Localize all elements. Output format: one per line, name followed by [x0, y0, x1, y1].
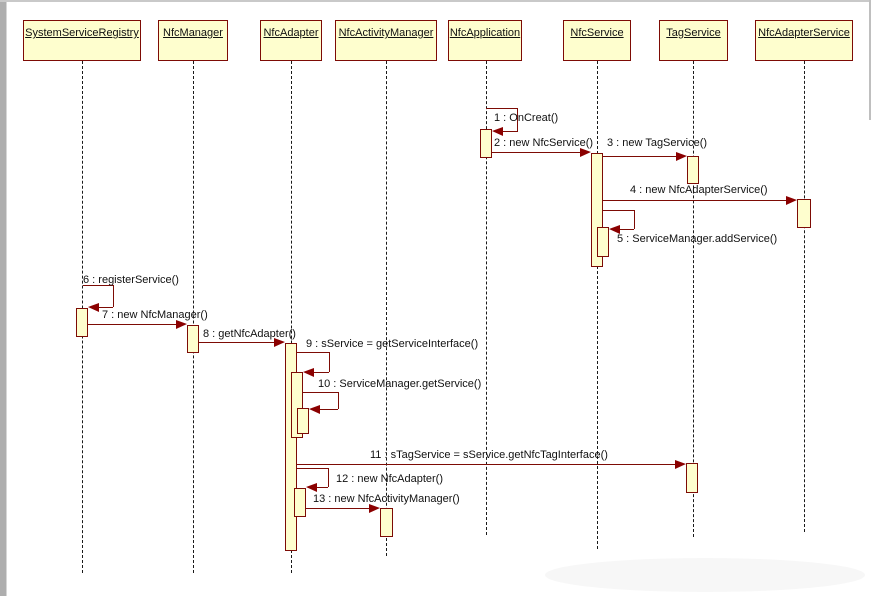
message-3-line	[603, 156, 676, 157]
lifeline-nfcactivitymanager	[386, 61, 387, 556]
lifeline-box-systemserviceregistry: SystemServiceRegistry	[23, 20, 141, 61]
activation-nfcadapterservice	[797, 199, 811, 228]
message-9-arrowhead-icon	[303, 368, 314, 377]
message-13-label: 13 : new NfcActivityManager()	[313, 493, 460, 505]
message-7-label: 7 : new NfcManager()	[102, 309, 208, 321]
lifeline-nfcadapter	[291, 61, 292, 573]
message-8-label: 8 : getNfcAdapter()	[203, 328, 296, 340]
activation-nfcmanager	[187, 325, 199, 353]
activation-systemserviceregistry	[76, 308, 88, 337]
message-11-arrowhead-icon	[675, 460, 686, 469]
message-1-line	[517, 108, 518, 132]
activation-nfcservice-nested	[597, 227, 609, 257]
lifeline-box-nfcactivitymanager: NfcActivityManager	[335, 20, 437, 61]
message-12-arrowhead-icon	[306, 483, 317, 492]
lifeline-box-nfcadapter: NfcAdapter	[260, 20, 322, 61]
message-6-line	[99, 307, 113, 308]
message-5-label: 5 : ServiceManager.addService()	[617, 233, 778, 245]
message-6-line	[83, 285, 113, 286]
message-9-line	[329, 352, 330, 372]
lifeline-label: NfcApplication	[449, 27, 521, 39]
message-10-label: 10 : ServiceManager.getService()	[318, 378, 482, 390]
message-9-label: 9 : sService = getServiceInterface()	[306, 338, 479, 350]
lifeline-label: NfcActivityManager	[338, 27, 434, 39]
message-7-line	[88, 324, 176, 325]
window-edge-top	[0, 0, 871, 2]
message-12-line	[297, 468, 328, 469]
activation-nfcactivitymanager	[380, 508, 393, 537]
message-5-line	[603, 210, 634, 211]
message-1-line	[503, 131, 517, 132]
lifeline-box-nfcadapterservice: NfcAdapterService	[755, 20, 853, 61]
lifeline-nfcadapterservice	[804, 61, 805, 532]
activation-tagservice-1	[687, 156, 699, 184]
message-6-arrowhead-icon	[88, 303, 99, 312]
message-1-line	[486, 108, 517, 109]
lifeline-label: SystemServiceRegistry	[25, 27, 139, 39]
window-edge-left	[0, 0, 7, 596]
lifeline-box-nfcapplication: NfcApplication	[448, 20, 522, 61]
message-4-label: 4 : new NfcAdapterService()	[630, 184, 768, 196]
watermark-smudge	[545, 558, 865, 592]
lifeline-nfcservice	[597, 61, 598, 549]
message-12-label: 12 : new NfcAdapter()	[336, 473, 443, 485]
message-12-line	[328, 468, 329, 487]
lifeline-tagservice	[693, 61, 694, 537]
activation-nfcadapter-msg12	[294, 488, 306, 517]
lifeline-nfcmanager	[193, 61, 194, 573]
message-11-line	[297, 464, 675, 465]
lifeline-label: NfcAdapter	[263, 27, 319, 39]
message-12-line	[317, 487, 328, 488]
lifeline-label: TagService	[666, 27, 721, 39]
message-8-arrowhead-icon	[274, 338, 285, 347]
message-13-arrowhead-icon	[369, 504, 380, 513]
message-5-line	[620, 229, 634, 230]
message-2-arrowhead-icon	[580, 148, 591, 157]
message-1-arrowhead-icon	[492, 127, 503, 136]
message-2-label: 2 : new NfcService()	[494, 137, 594, 149]
message-9-line	[297, 352, 329, 353]
message-6-label: 6 : registerService()	[83, 274, 179, 286]
lifeline-box-nfcmanager: NfcManager	[158, 20, 228, 61]
message-1-label: 1 : OnCreat()	[494, 112, 559, 124]
lifeline-label: NfcManager	[163, 27, 223, 39]
lifeline-nfcapplication	[486, 61, 487, 535]
message-9-line	[314, 372, 329, 373]
message-4-arrowhead-icon	[786, 196, 797, 205]
window-edge-right	[869, 0, 871, 120]
message-13-line	[306, 508, 369, 509]
message-3-label: 3 : new TagService()	[607, 137, 708, 149]
message-10-line	[303, 392, 338, 393]
message-8-line	[199, 342, 274, 343]
activation-nfcadapter-level3	[297, 408, 309, 434]
message-4-line	[603, 200, 786, 201]
lifeline-label: NfcService	[570, 27, 624, 39]
activation-tagservice-2	[686, 463, 698, 493]
message-10-line	[338, 392, 339, 409]
message-5-line	[634, 210, 635, 229]
message-3-arrowhead-icon	[676, 152, 687, 161]
message-7-arrowhead-icon	[176, 320, 187, 329]
activation-nfcapplication	[480, 129, 492, 158]
lifeline-box-tagservice: TagService	[659, 20, 728, 61]
message-11-label: 11 : sTagService = sService.getNfcTagInt…	[370, 449, 608, 461]
lifeline-label: NfcAdapterService	[758, 27, 850, 39]
message-10-line	[320, 409, 338, 410]
message-2-line	[492, 152, 580, 153]
message-5-arrowhead-icon	[609, 225, 620, 234]
message-10-arrowhead-icon	[309, 405, 320, 414]
lifeline-box-nfcservice: NfcService	[563, 20, 631, 61]
message-6-line	[113, 285, 114, 307]
